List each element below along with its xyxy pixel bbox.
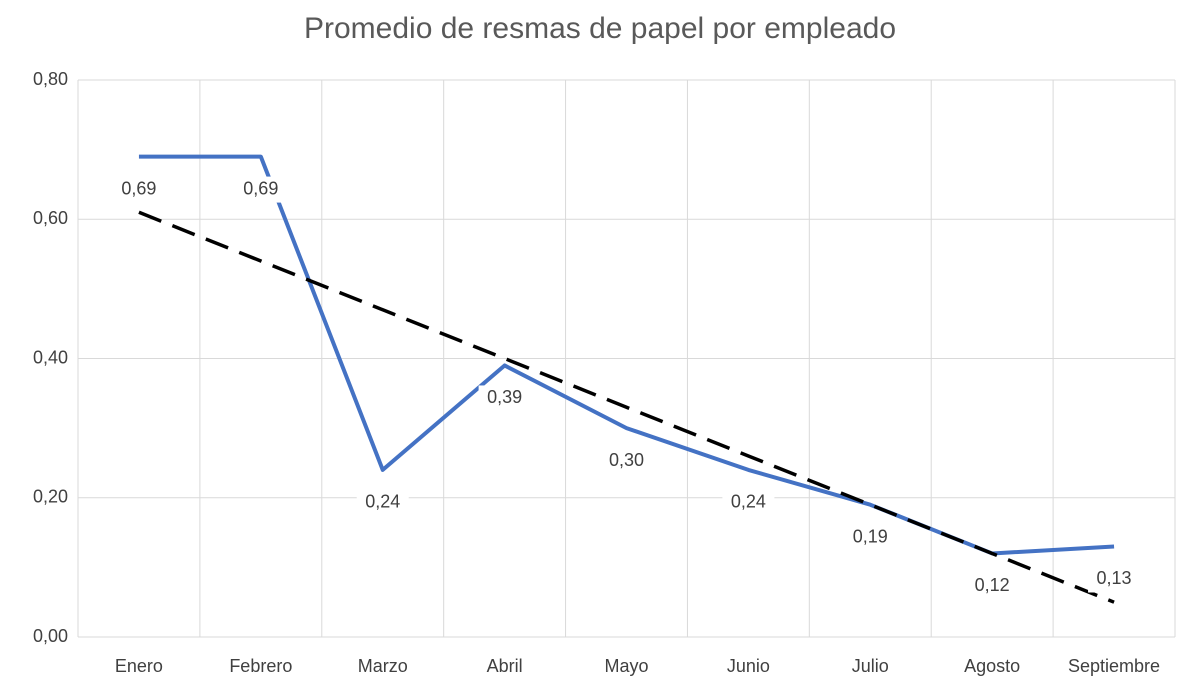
x-tick-label: Abril — [487, 656, 523, 676]
y-tick-label: 0,20 — [33, 487, 68, 507]
x-tick-label: Junio — [727, 656, 770, 676]
x-tick-label: Marzo — [358, 656, 408, 676]
data-line — [138, 154, 1115, 556]
data-label-bg — [112, 176, 165, 203]
y-tick-label: 0,60 — [33, 208, 68, 228]
y-tick-label: 0,00 — [33, 626, 68, 646]
data-label-bg — [1088, 566, 1141, 593]
data-label: 0,24 — [731, 492, 766, 512]
data-label: 0,13 — [1097, 568, 1132, 588]
x-tick-label: Agosto — [964, 656, 1020, 676]
x-tick-label: Febrero — [229, 656, 292, 676]
data-label-bg — [356, 489, 409, 516]
y-tick-label: 0,40 — [33, 347, 68, 367]
data-label: 0,39 — [487, 387, 522, 407]
data-label: 0,12 — [975, 575, 1010, 595]
data-label: 0,69 — [243, 178, 278, 198]
data-label: 0,30 — [609, 450, 644, 470]
data-label: 0,69 — [121, 178, 156, 198]
data-label-bg — [478, 385, 531, 412]
data-label: 0,24 — [365, 492, 400, 512]
trendline — [138, 210, 1115, 604]
chart-title: Promedio de resmas de papel por empleado — [304, 12, 896, 45]
data-label-bg — [234, 176, 287, 203]
x-tick-label: Septiembre — [1068, 656, 1160, 676]
data-label-bg — [600, 448, 653, 475]
x-tick-label: Mayo — [604, 656, 648, 676]
data-label: 0,19 — [853, 526, 888, 546]
x-tick-label: Enero — [115, 656, 163, 676]
data-label-bg — [844, 524, 897, 551]
data-label-bg — [722, 489, 775, 516]
y-tick-label: 0,80 — [33, 69, 68, 89]
data-label-bg — [966, 573, 1019, 600]
x-tick-label: Julio — [852, 656, 889, 676]
